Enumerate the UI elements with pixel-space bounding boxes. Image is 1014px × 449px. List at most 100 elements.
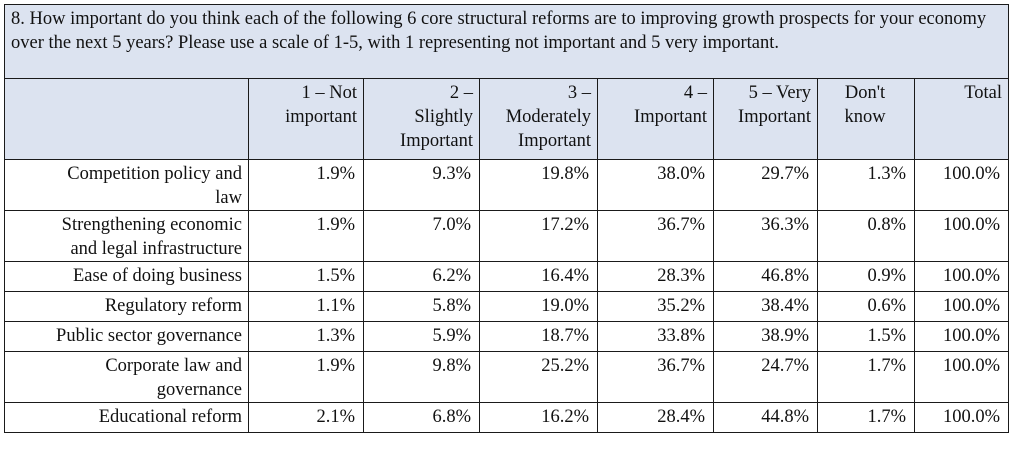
value-cell: 6.8% (363, 402, 480, 433)
value-cell: 16.2% (479, 402, 598, 433)
header-line: Important (400, 131, 473, 151)
value-cell: 24.7% (713, 351, 818, 403)
header-line: 4 – (683, 83, 707, 103)
value-cell: 2.1% (248, 402, 364, 433)
header-line: 2 – (449, 83, 473, 103)
header-dont-know: Don't know (817, 78, 915, 160)
value-cell: 0.6% (817, 291, 915, 322)
value-cell: 100.0% (913, 159, 1010, 211)
value-cell: 1.5% (817, 321, 915, 352)
row-label: Strengthening economic and legal infrast… (4, 210, 249, 262)
value-cell: 28.3% (597, 261, 714, 292)
row-label-line: Public sector governance (56, 326, 242, 346)
value-cell: 1.7% (817, 402, 915, 433)
header-row: 1 – Not important 2 – Slightly Important… (4, 78, 1010, 160)
header-very-important: 5 – Very Important (713, 78, 818, 160)
value-cell: 6.2% (363, 261, 480, 292)
header-line: know (844, 107, 886, 127)
header-line: important (285, 107, 357, 127)
table-row: Regulatory reform 1.1% 5.8% 19.0% 35.2% … (4, 291, 1010, 322)
value-cell: 25.2% (479, 351, 598, 403)
value-cell: 7.0% (363, 210, 480, 262)
value-cell: 38.0% (597, 159, 714, 211)
value-cell: 0.9% (817, 261, 915, 292)
value-cell: 0.8% (817, 210, 915, 262)
row-label-line: Competition policy and (67, 164, 242, 184)
header-line: Important (738, 107, 811, 127)
value-cell: 1.9% (248, 210, 364, 262)
header-line: Don't (844, 83, 886, 103)
row-label-line: and legal infrastructure (70, 239, 242, 259)
value-cell: 17.2% (479, 210, 598, 262)
survey-results-table: 8. How important do you think each of th… (3, 4, 1010, 433)
row-label-line: Educational reform (98, 407, 242, 427)
value-cell: 1.5% (248, 261, 364, 292)
value-cell: 19.0% (479, 291, 598, 322)
value-cell: 100.0% (913, 402, 1010, 433)
header-total: Total (913, 78, 1010, 160)
row-label: Ease of doing business (4, 261, 249, 292)
value-cell: 46.8% (713, 261, 818, 292)
value-cell: 1.3% (248, 321, 364, 352)
table-row: Competition policy and law 1.9% 9.3% 19.… (4, 159, 1010, 211)
question-text: 8. How important do you think each of th… (3, 4, 1010, 79)
row-label-line: Regulatory reform (104, 296, 242, 316)
row-label-line: Ease of doing business (72, 266, 242, 286)
row-label-line: Strengthening economic (61, 215, 242, 235)
value-cell: 35.2% (597, 291, 714, 322)
row-label-line: governance (156, 380, 242, 400)
value-cell: 33.8% (597, 321, 714, 352)
row-label-line: law (215, 188, 242, 208)
row-label: Public sector governance (4, 321, 249, 352)
value-cell: 9.8% (363, 351, 480, 403)
table-row: Corporate law and governance 1.9% 9.8% 2… (4, 351, 1010, 403)
value-cell: 1.9% (248, 159, 364, 211)
row-label: Educational reform (4, 402, 249, 433)
value-cell: 1.1% (248, 291, 364, 322)
value-cell: 36.3% (713, 210, 818, 262)
value-cell: 1.7% (817, 351, 915, 403)
header-line: Total (964, 83, 1003, 103)
header-blank-cell (4, 78, 249, 160)
value-cell: 1.9% (248, 351, 364, 403)
value-cell: 18.7% (479, 321, 598, 352)
row-label: Corporate law and governance (4, 351, 249, 403)
table-row: Ease of doing business 1.5% 6.2% 16.4% 2… (4, 261, 1010, 292)
header-line: 5 – Very (748, 83, 811, 103)
header-line: Slightly (414, 107, 473, 127)
header-not-important: 1 – Not important (248, 78, 364, 160)
value-cell: 29.7% (713, 159, 818, 211)
header-line: Important (634, 107, 707, 127)
question-row: 8. How important do you think each of th… (3, 4, 1010, 79)
value-cell: 100.0% (913, 210, 1010, 262)
value-cell: 36.7% (597, 351, 714, 403)
header-line: Moderately (505, 107, 591, 127)
header-moderately-important: 3 – Moderately Important (479, 78, 598, 160)
value-cell: 9.3% (363, 159, 480, 211)
value-cell: 16.4% (479, 261, 598, 292)
value-cell: 100.0% (913, 261, 1010, 292)
header-line: 3 – (567, 83, 591, 103)
value-cell: 5.8% (363, 291, 480, 322)
value-cell: 100.0% (913, 291, 1010, 322)
value-cell: 5.9% (363, 321, 480, 352)
value-cell: 44.8% (713, 402, 818, 433)
value-cell: 1.3% (817, 159, 915, 211)
table-row: Strengthening economic and legal infrast… (4, 210, 1010, 262)
header-line: 1 – Not (301, 83, 358, 103)
value-cell: 28.4% (597, 402, 714, 433)
value-cell: 38.9% (713, 321, 818, 352)
header-slightly-important: 2 – Slightly Important (363, 78, 480, 160)
header-line: Important (518, 131, 591, 151)
value-cell: 19.8% (479, 159, 598, 211)
value-cell: 100.0% (913, 351, 1010, 403)
header-important: 4 – Important (597, 78, 714, 160)
survey-table-container: 8. How important do you think each of th… (3, 4, 1010, 433)
value-cell: 36.7% (597, 210, 714, 262)
table-row: Educational reform 2.1% 6.8% 16.2% 28.4%… (4, 402, 1010, 433)
row-label: Competition policy and law (4, 159, 249, 211)
row-label: Regulatory reform (4, 291, 249, 322)
value-cell: 100.0% (913, 321, 1010, 352)
value-cell: 38.4% (713, 291, 818, 322)
table-row: Public sector governance 1.3% 5.9% 18.7%… (4, 321, 1010, 352)
